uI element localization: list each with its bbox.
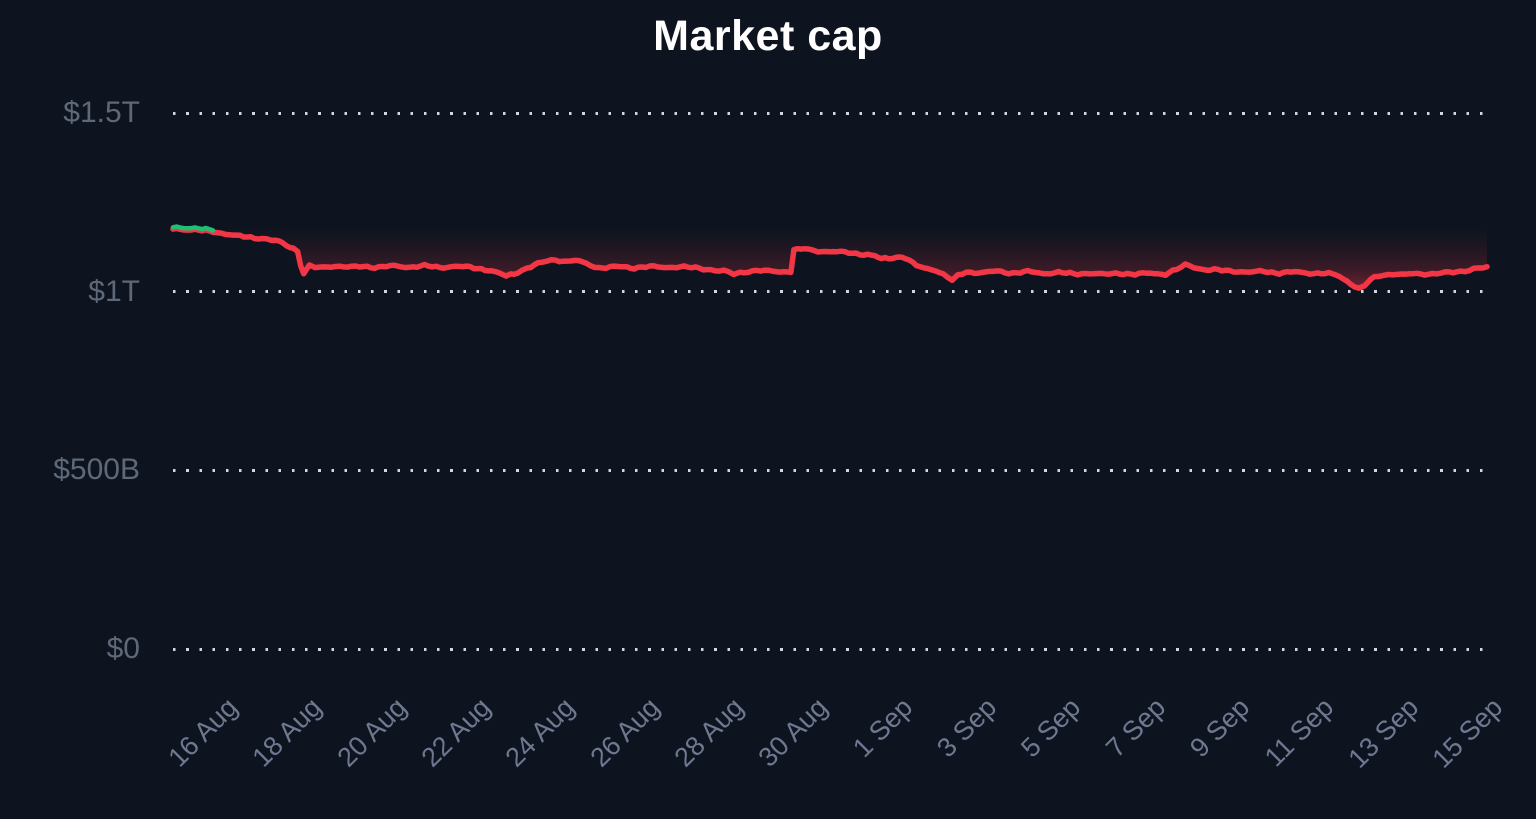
y-tick-label: $1.5T (63, 96, 140, 129)
market-cap-line (170, 225, 1490, 291)
y-tick-label: $500B (53, 453, 140, 487)
gridline-0 (173, 647, 1490, 651)
gridline-1T (173, 290, 1490, 294)
chart-title: Market cap (653, 12, 883, 60)
gridline-500B (173, 468, 1490, 472)
market-cap-line-green-segment (170, 224, 216, 233)
gridline-1.5T (173, 111, 1490, 115)
y-tick-label: $0 (106, 632, 140, 665)
loss-area-fill (173, 228, 1487, 289)
y-tick-label: $1T (88, 274, 140, 308)
